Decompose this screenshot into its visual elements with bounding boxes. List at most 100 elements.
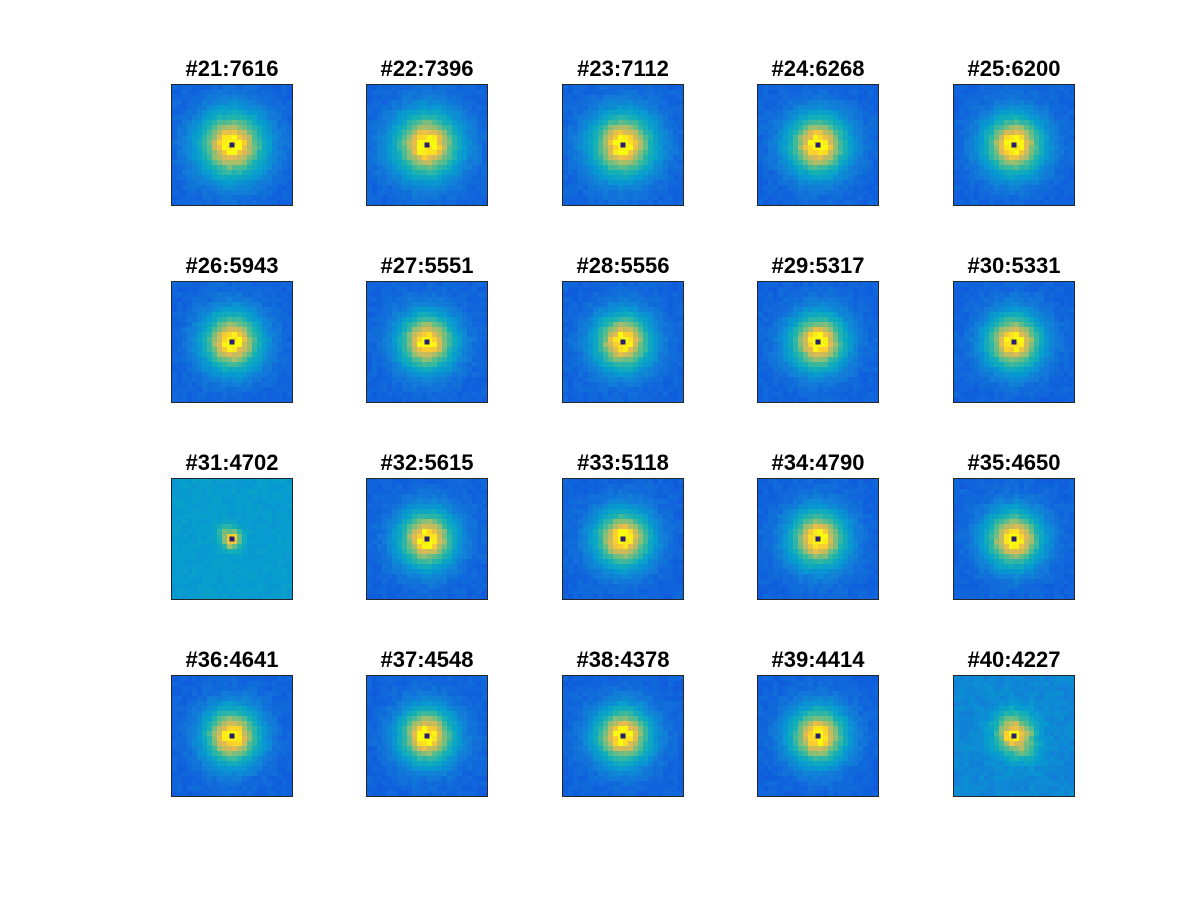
heatmap-cell xyxy=(858,322,864,328)
heatmap-cell xyxy=(803,297,809,303)
heatmap-cell xyxy=(658,327,664,333)
heatmap-cell xyxy=(407,312,413,318)
heatmap-cell xyxy=(207,322,213,328)
heatmap-cell xyxy=(618,150,624,156)
heatmap-cell xyxy=(177,155,183,161)
panel-25: #25:6200 xyxy=(953,56,1075,206)
heatmap-cell xyxy=(402,180,408,186)
heatmap-cell xyxy=(673,100,679,106)
heatmap-cell xyxy=(778,165,784,171)
heatmap-cell xyxy=(613,140,619,146)
heatmap-cell xyxy=(848,195,854,201)
heatmap-cell xyxy=(427,332,433,338)
heatmap-cell xyxy=(984,110,990,116)
heatmap-cell xyxy=(437,115,443,121)
heatmap-cell xyxy=(583,165,589,171)
heatmap-cell xyxy=(447,155,453,161)
heatmap-cell xyxy=(678,175,684,181)
heatmap-cell xyxy=(798,302,804,308)
heatmap-cell xyxy=(172,377,178,383)
heatmap-cell xyxy=(457,367,463,373)
heatmap-cell xyxy=(638,115,644,121)
heatmap-cell xyxy=(648,317,654,323)
heatmap-cell xyxy=(588,322,594,328)
heatmap-cell xyxy=(954,165,960,171)
heatmap-cell xyxy=(197,372,203,378)
heatmap-cell xyxy=(457,195,463,201)
heatmap-cell xyxy=(177,372,183,378)
heatmap-cell xyxy=(422,327,428,333)
heatmap-cell xyxy=(1014,85,1020,91)
heatmap-cell xyxy=(197,292,203,298)
heatmap-cell xyxy=(999,95,1005,101)
heatmap-cell xyxy=(177,377,183,383)
heatmap-cell xyxy=(1054,170,1060,176)
heatmap-cell xyxy=(984,165,990,171)
heatmap-cell xyxy=(1044,160,1050,166)
heatmap-cell xyxy=(593,367,599,373)
heatmap-cell xyxy=(467,347,473,353)
heatmap-cell xyxy=(588,362,594,368)
heatmap-cell xyxy=(969,115,975,121)
heatmap-cell xyxy=(447,397,453,403)
heatmap-cell xyxy=(974,115,980,121)
heatmap-cell xyxy=(407,382,413,388)
heatmap-cell xyxy=(858,200,864,206)
heatmap-cell xyxy=(1034,185,1040,191)
heatmap-cell xyxy=(868,95,874,101)
heatmap-cell xyxy=(177,382,183,388)
heatmap-cell xyxy=(462,105,468,111)
heatmap-cell xyxy=(477,312,483,318)
heatmap-cell xyxy=(262,292,268,298)
heatmap-cell xyxy=(477,180,483,186)
heatmap-cell xyxy=(367,125,373,131)
heatmap-cell xyxy=(222,332,228,338)
heatmap-cell xyxy=(402,175,408,181)
heatmap-cell xyxy=(382,170,388,176)
heatmap-cell xyxy=(628,190,634,196)
heatmap-cell xyxy=(1024,145,1030,151)
heatmap-cell xyxy=(262,125,268,131)
heatmap-cell xyxy=(397,352,403,358)
heatmap-cell xyxy=(207,85,213,91)
heatmap-cell xyxy=(482,85,488,91)
heatmap-cell xyxy=(1049,155,1055,161)
heatmap-cell xyxy=(673,397,679,403)
heatmap-cell xyxy=(578,120,584,126)
heatmap-cell xyxy=(267,100,273,106)
heatmap-cell xyxy=(217,287,223,293)
heatmap-cell xyxy=(593,110,599,116)
heatmap-cell xyxy=(563,317,569,323)
heatmap-cell xyxy=(427,165,433,171)
heatmap-cell xyxy=(1019,165,1025,171)
heatmap-cell xyxy=(798,155,804,161)
heatmap-cell xyxy=(377,125,383,131)
heatmap-cell xyxy=(653,190,659,196)
panel-26: #26:5943 xyxy=(171,253,293,403)
heatmap-cell xyxy=(177,282,183,288)
heatmap-cell xyxy=(673,175,679,181)
heatmap-cell xyxy=(833,85,839,91)
heatmap-cell xyxy=(172,362,178,368)
heatmap-cell xyxy=(793,180,799,186)
heatmap-cell xyxy=(563,90,569,96)
heatmap-cell xyxy=(593,170,599,176)
heatmap-cell xyxy=(1024,125,1030,131)
heatmap-cell xyxy=(392,397,398,403)
heatmap-cell xyxy=(282,105,288,111)
heatmap-cell xyxy=(467,195,473,201)
heatmap-cell xyxy=(272,342,278,348)
heatmap-cell xyxy=(658,180,664,186)
heatmap-cell xyxy=(588,150,594,156)
heatmap-cell xyxy=(959,165,965,171)
heatmap-cell xyxy=(372,362,378,368)
heatmap-cell xyxy=(863,180,869,186)
heatmap-cell xyxy=(873,140,879,146)
heatmap-cell xyxy=(462,190,468,196)
heatmap-cell xyxy=(1019,100,1025,106)
heatmap-cell xyxy=(673,120,679,126)
heatmap-cell xyxy=(1064,145,1070,151)
heatmap-cell xyxy=(272,115,278,121)
heatmap-cell xyxy=(969,120,975,126)
heatmap-cell xyxy=(402,327,408,333)
